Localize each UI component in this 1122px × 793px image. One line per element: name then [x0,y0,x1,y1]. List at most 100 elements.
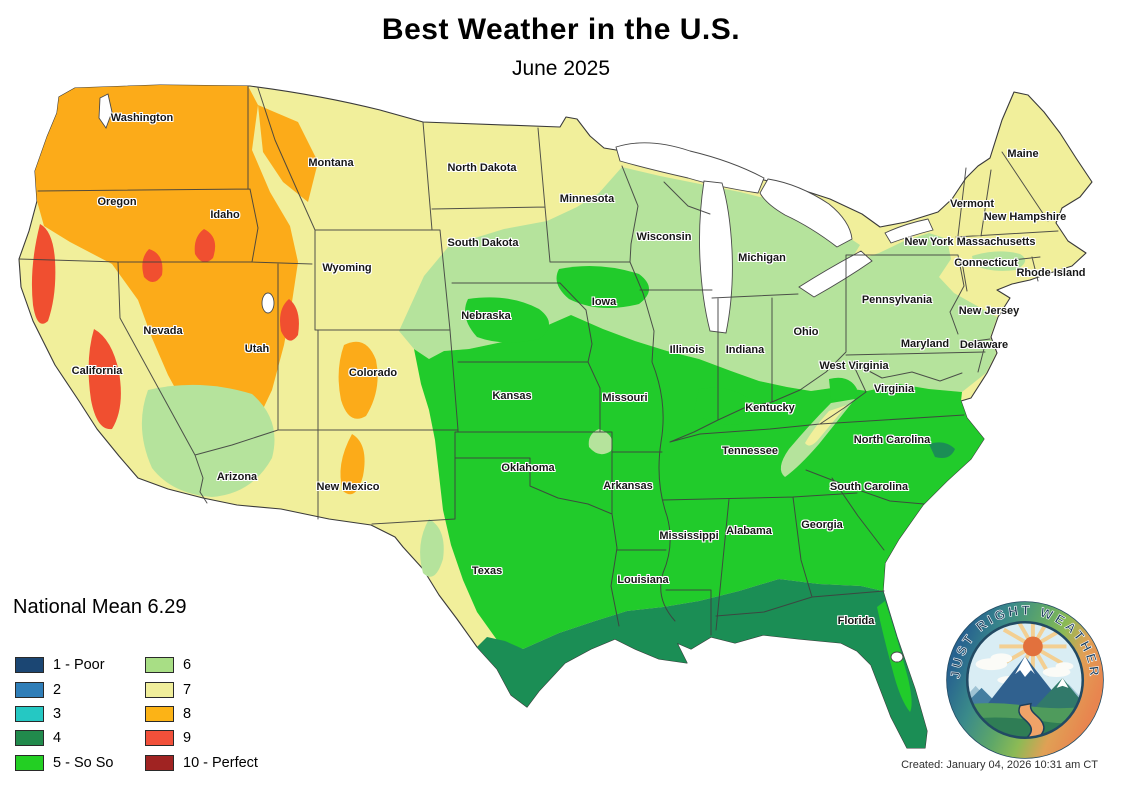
state-label: Wyoming [322,262,372,274]
legend-label: 9 [183,730,192,747]
state-label: Tennessee [721,445,779,457]
legend-item: 3 [15,702,145,726]
state-label: Florida [837,615,875,627]
state-label: Nevada [143,325,183,337]
color-zone-6-ozark [588,429,613,455]
state-label: South Carolina [829,481,909,493]
state-label: Utah [244,343,270,355]
legend-label: 8 [183,705,192,722]
legend-swatch [15,657,44,674]
state-borders [18,85,1059,636]
color-zone-6-socal [141,384,275,497]
state-label: Idaho [210,209,240,221]
legend-label: 5 - So So [53,754,114,771]
state-label: Wisconsin [636,231,692,243]
legend-item: 9 [145,726,275,750]
legend-item: 6 [145,653,275,677]
state-label: New Hampshire [983,211,1067,223]
state-label: Kentucky [745,402,795,414]
state-label: Minnesota [559,193,615,205]
state-label: Virginia [873,383,915,395]
winding-path-icon [1010,702,1045,738]
state-label: Oregon [97,196,137,208]
state-label: New York [904,236,954,248]
color-zone-4-gulf [477,579,927,748]
legend-label: 10 - Perfect [183,754,258,771]
legend-swatch [15,681,44,698]
legend: 1 - Poor 2 3 4 5 - So So 6 7 8 9 10 - Perfect [15,653,275,775]
legend-item: 7 [145,677,275,701]
state-label: Kansas [492,390,532,402]
state-label: Nebraska [461,310,511,322]
state-label: North Dakota [447,162,517,174]
state-label: Louisiana [617,574,669,586]
state-label: Ohio [793,326,819,338]
lake-michigan [699,180,733,334]
color-zone-5-wv-patch [829,377,857,401]
legend-item: 10 - Perfect [145,751,275,775]
state-label: Arizona [216,471,258,483]
state-label: Oklahoma [501,462,555,474]
color-zone-5-nebraska-patch [465,297,549,343]
just-right-weather-logo: JUST RIGHT WEATHER [946,601,1104,759]
legend-swatch [15,754,44,771]
state-label: Georgia [801,519,843,531]
state-label: Arkansas [603,480,653,492]
lake-superior [615,142,765,194]
legend-label: 2 [53,681,62,698]
legend-item: 1 - Poor [15,653,145,677]
legend-swatch [15,730,44,747]
state-label: West Virginia [819,360,889,372]
legend-swatch [145,730,174,747]
color-zone-8-montana [258,105,318,202]
great-lakes [98,93,934,663]
state-label: Illinois [669,344,705,356]
legend-item: 8 [145,702,275,726]
color-zone-5-illinois-patch [694,387,753,425]
state-label: North Carolina [853,434,931,446]
state-label: Colorado [348,367,398,379]
state-label: Iowa [591,296,617,308]
lake-okeechobee [890,651,904,663]
great-salt-lake [261,292,275,314]
state-label: South Dakota [447,237,519,249]
state-label: Rhode Island [1016,267,1086,279]
state-label: Missouri [602,392,648,404]
state-label: Washington [110,112,174,124]
state-label: Delaware [959,339,1009,351]
logo-inner-border [965,620,1085,740]
state-label: Alabama [726,525,772,537]
state-label: Michigan [738,252,786,264]
state-label: New Mexico [316,481,380,493]
national-mean-text: National Mean 6.29 [13,596,187,618]
logo-ring [946,601,1104,759]
color-zone-4-nc-coast [929,442,955,458]
legend-item: 4 [15,726,145,750]
puget-sound [98,93,113,129]
color-zone-8-colorado [338,341,378,419]
state-label: Vermont [949,198,995,210]
legend-label: 6 [183,657,192,674]
legend-swatch [145,705,174,722]
color-zone-5-iowa-patch [556,265,649,308]
legend-label: 3 [53,705,62,722]
state-label: Indiana [725,344,765,356]
state-label: Pennsylvania [861,294,933,306]
state-label: Maryland [900,338,950,350]
color-zone-8-west [35,85,298,452]
lake-ontario [884,218,934,244]
page-subtitle: June 2025 [511,57,611,80]
state-label: Mississippi [659,530,719,542]
state-label: Massachusetts [956,236,1036,248]
legend-label: 7 [183,681,192,698]
legend-swatch [145,681,174,698]
color-zone-8-newmexico [340,434,365,495]
color-zone-9-patches [31,224,299,430]
legend-label: 4 [53,730,62,747]
created-timestamp: Created: January 04, 2026 10:31 am CT [901,759,1098,771]
state-label: Texas [471,565,503,577]
color-zone-6-band [399,167,997,392]
state-label: Montana [308,157,354,169]
